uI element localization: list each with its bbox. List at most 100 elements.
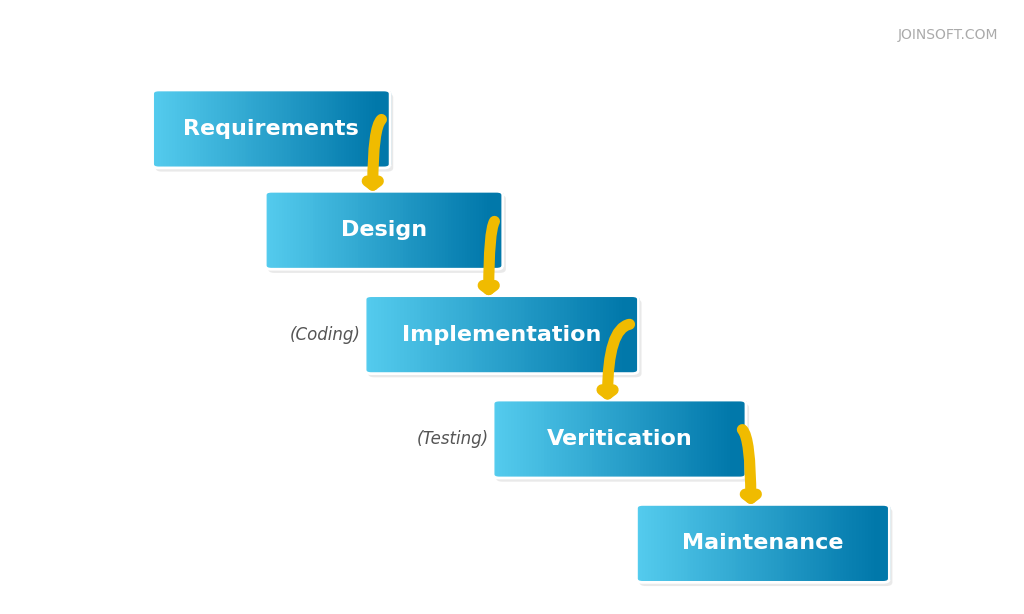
FancyBboxPatch shape	[240, 90, 256, 168]
FancyBboxPatch shape	[411, 296, 427, 373]
FancyBboxPatch shape	[397, 296, 415, 373]
FancyBboxPatch shape	[369, 300, 641, 377]
FancyBboxPatch shape	[769, 505, 785, 582]
FancyBboxPatch shape	[415, 192, 430, 269]
Text: Design: Design	[341, 220, 427, 240]
FancyBboxPatch shape	[341, 192, 357, 269]
FancyBboxPatch shape	[310, 192, 327, 269]
FancyBboxPatch shape	[315, 192, 332, 269]
FancyBboxPatch shape	[651, 505, 668, 582]
FancyBboxPatch shape	[330, 90, 346, 168]
FancyBboxPatch shape	[610, 296, 627, 373]
FancyBboxPatch shape	[428, 192, 444, 269]
FancyBboxPatch shape	[375, 296, 391, 373]
FancyBboxPatch shape	[270, 192, 287, 269]
FancyBboxPatch shape	[610, 400, 627, 478]
FancyBboxPatch shape	[454, 192, 470, 269]
FancyBboxPatch shape	[352, 192, 369, 269]
FancyBboxPatch shape	[305, 90, 321, 168]
FancyBboxPatch shape	[465, 192, 481, 269]
FancyBboxPatch shape	[325, 90, 340, 168]
FancyBboxPatch shape	[358, 90, 375, 168]
FancyBboxPatch shape	[153, 90, 169, 168]
FancyBboxPatch shape	[581, 400, 597, 478]
FancyBboxPatch shape	[550, 400, 566, 478]
FancyBboxPatch shape	[418, 296, 434, 373]
FancyBboxPatch shape	[482, 296, 499, 373]
FancyBboxPatch shape	[664, 505, 680, 582]
FancyBboxPatch shape	[445, 192, 462, 269]
FancyBboxPatch shape	[195, 90, 211, 168]
FancyBboxPatch shape	[709, 505, 725, 582]
FancyBboxPatch shape	[616, 296, 633, 373]
FancyBboxPatch shape	[296, 192, 312, 269]
FancyBboxPatch shape	[517, 400, 534, 478]
FancyBboxPatch shape	[613, 400, 630, 478]
FancyBboxPatch shape	[719, 400, 735, 478]
FancyBboxPatch shape	[862, 505, 879, 582]
FancyBboxPatch shape	[796, 505, 812, 582]
FancyBboxPatch shape	[679, 505, 695, 582]
FancyBboxPatch shape	[532, 400, 549, 478]
FancyBboxPatch shape	[690, 505, 707, 582]
FancyBboxPatch shape	[859, 505, 876, 582]
FancyBboxPatch shape	[587, 296, 603, 373]
FancyBboxPatch shape	[355, 192, 372, 269]
FancyBboxPatch shape	[539, 400, 555, 478]
FancyBboxPatch shape	[841, 505, 857, 582]
FancyBboxPatch shape	[463, 192, 478, 269]
FancyBboxPatch shape	[760, 505, 776, 582]
FancyBboxPatch shape	[515, 296, 531, 373]
FancyBboxPatch shape	[778, 505, 795, 582]
FancyBboxPatch shape	[731, 400, 748, 478]
FancyBboxPatch shape	[249, 90, 264, 168]
Text: (Testing): (Testing)	[417, 430, 489, 448]
FancyBboxPatch shape	[273, 192, 290, 269]
FancyBboxPatch shape	[437, 192, 453, 269]
FancyBboxPatch shape	[670, 505, 686, 582]
FancyBboxPatch shape	[440, 296, 457, 373]
FancyBboxPatch shape	[835, 505, 851, 582]
FancyBboxPatch shape	[584, 296, 600, 373]
FancyBboxPatch shape	[468, 192, 484, 269]
FancyBboxPatch shape	[285, 90, 301, 168]
FancyBboxPatch shape	[485, 296, 503, 373]
FancyBboxPatch shape	[183, 90, 200, 168]
FancyBboxPatch shape	[748, 505, 764, 582]
FancyBboxPatch shape	[531, 296, 548, 373]
FancyBboxPatch shape	[856, 505, 872, 582]
FancyBboxPatch shape	[590, 296, 607, 373]
FancyBboxPatch shape	[871, 505, 888, 582]
FancyBboxPatch shape	[450, 296, 467, 373]
FancyBboxPatch shape	[623, 400, 639, 478]
FancyBboxPatch shape	[775, 505, 792, 582]
FancyBboxPatch shape	[288, 192, 304, 269]
FancyBboxPatch shape	[505, 400, 521, 478]
FancyBboxPatch shape	[209, 90, 225, 168]
FancyBboxPatch shape	[156, 90, 172, 168]
FancyBboxPatch shape	[826, 505, 842, 582]
FancyBboxPatch shape	[616, 400, 633, 478]
FancyBboxPatch shape	[706, 505, 722, 582]
Text: Maintenance: Maintenance	[682, 534, 844, 553]
Text: (Coding): (Coding)	[290, 325, 360, 344]
FancyBboxPatch shape	[381, 192, 397, 269]
FancyBboxPatch shape	[352, 90, 369, 168]
FancyBboxPatch shape	[358, 192, 375, 269]
FancyBboxPatch shape	[403, 192, 420, 269]
FancyBboxPatch shape	[574, 400, 591, 478]
FancyBboxPatch shape	[710, 400, 726, 478]
FancyBboxPatch shape	[268, 90, 285, 168]
FancyBboxPatch shape	[687, 505, 703, 582]
FancyBboxPatch shape	[523, 400, 540, 478]
FancyBboxPatch shape	[409, 192, 425, 269]
FancyBboxPatch shape	[336, 192, 352, 269]
FancyBboxPatch shape	[674, 400, 690, 478]
FancyBboxPatch shape	[473, 296, 489, 373]
FancyBboxPatch shape	[601, 400, 617, 478]
FancyBboxPatch shape	[744, 505, 761, 582]
FancyBboxPatch shape	[667, 505, 683, 582]
FancyBboxPatch shape	[587, 400, 602, 478]
FancyBboxPatch shape	[570, 296, 588, 373]
FancyBboxPatch shape	[457, 192, 473, 269]
